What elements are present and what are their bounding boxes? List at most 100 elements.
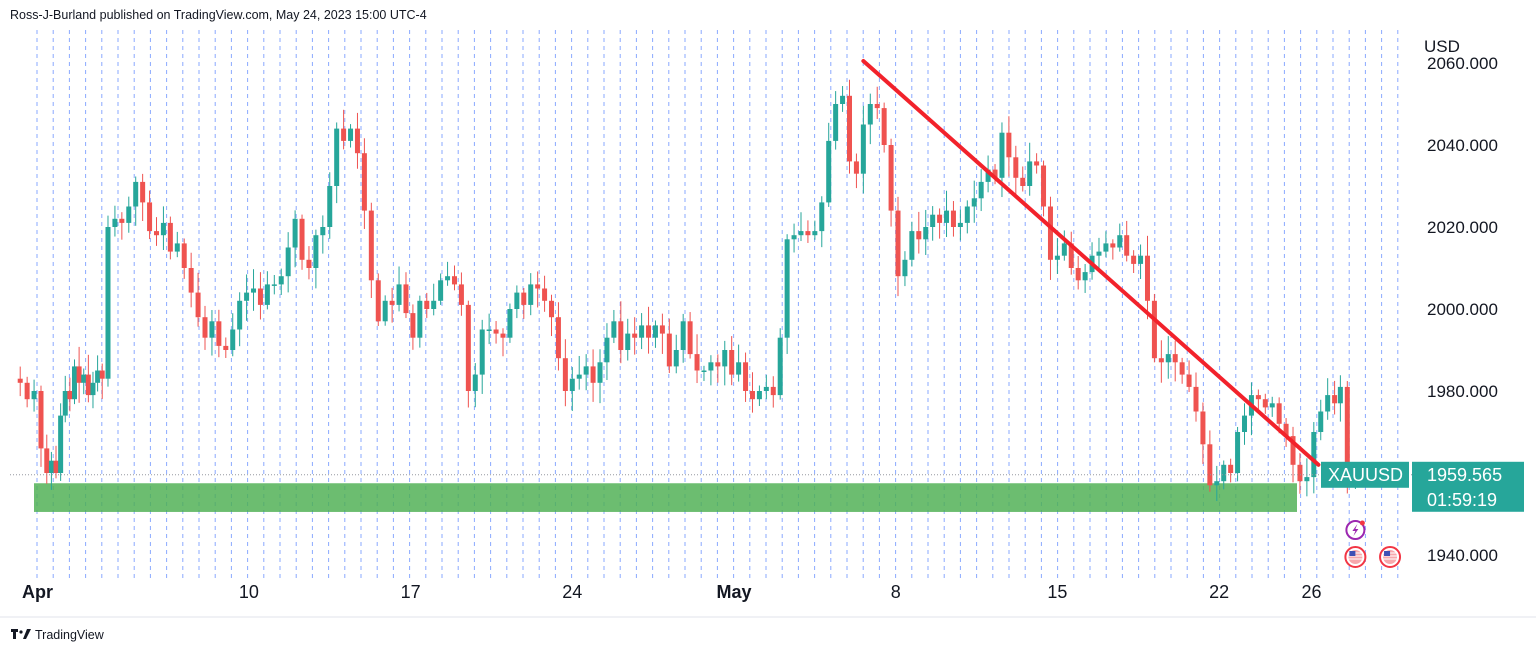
candle: [167, 216, 173, 260]
candle: [368, 202, 374, 299]
candle-body: [140, 181, 146, 203]
candle-body: [1103, 243, 1109, 252]
x-tick-label: 10: [239, 582, 259, 602]
symbol-label-box: [1321, 461, 1409, 488]
candle-body: [431, 300, 437, 309]
candle: [944, 190, 950, 237]
candle-body: [1276, 403, 1282, 424]
candle: [1242, 403, 1248, 445]
candle: [431, 283, 437, 316]
candle-body: [680, 321, 686, 350]
candle: [375, 273, 381, 327]
candle-body: [590, 366, 596, 383]
candle-body: [244, 292, 250, 301]
candle-body: [853, 161, 859, 174]
candle: [76, 346, 82, 403]
candle-body: [1068, 243, 1074, 268]
candle-body: [881, 108, 887, 145]
candle-body: [1283, 423, 1289, 437]
candle: [126, 196, 132, 233]
candle: [44, 434, 50, 484]
candle-body: [1165, 354, 1171, 363]
price-axis[interactable]: USD 2060.000 2040.000 2020.000 2000.000 1980…: [1424, 37, 1498, 565]
candle: [950, 201, 956, 237]
candle: [729, 336, 735, 386]
candle: [777, 328, 783, 400]
candle-body: [666, 333, 672, 367]
candle-body: [618, 321, 624, 350]
candle: [1297, 453, 1303, 494]
candle: [895, 196, 901, 297]
candle: [1186, 360, 1192, 393]
candle-body: [209, 321, 215, 338]
candle-body: [334, 128, 340, 186]
candle-body: [964, 206, 970, 223]
candle: [382, 295, 388, 326]
candle: [278, 268, 284, 295]
candle-body: [76, 366, 82, 383]
candle: [31, 379, 37, 412]
candle-body: [341, 128, 347, 141]
candle: [1103, 231, 1109, 258]
us-flag-event-icon-future[interactable]: [1379, 546, 1402, 568]
candle-body: [271, 284, 277, 286]
candle: [1337, 375, 1343, 422]
candle-body: [736, 362, 742, 375]
us-flag-event-icon[interactable]: [1344, 546, 1367, 568]
symbol-price-tag: XAUUSD 1959.565 01:59:19: [1321, 461, 1524, 512]
candle-body: [1269, 403, 1275, 408]
candle: [410, 304, 416, 350]
candle-body: [154, 231, 159, 236]
time-axis[interactable]: Apr 10 17 24 May 8 15 22 26: [22, 582, 1322, 602]
candle: [687, 312, 693, 359]
candle-body: [652, 325, 658, 338]
candle: [24, 376, 30, 408]
candle-body: [659, 325, 665, 334]
candle-body: [167, 222, 173, 252]
x-tick-label: 26: [1301, 582, 1321, 602]
candle-body: [71, 366, 77, 400]
candle-body: [874, 104, 880, 109]
candle: [902, 251, 908, 287]
candle: [1269, 396, 1275, 417]
candle-body: [708, 362, 714, 371]
lightning-event-icon[interactable]: [1345, 520, 1366, 540]
candle: [417, 295, 423, 348]
candle: [1255, 389, 1261, 410]
last-price-label: 1959.565: [1427, 465, 1502, 485]
candle: [847, 79, 852, 174]
candle-body: [67, 391, 73, 400]
candle-body: [895, 210, 901, 277]
candle: [528, 273, 534, 316]
x-tick-label: May: [716, 582, 751, 602]
candle-body: [320, 227, 326, 236]
candle-body: [722, 350, 728, 367]
candle-body: [999, 132, 1005, 178]
candle: [445, 261, 451, 286]
candle: [542, 275, 548, 312]
candle-body: [507, 309, 513, 338]
candle-body: [1131, 255, 1137, 264]
candle: [479, 319, 485, 394]
economic-events[interactable]: [1344, 520, 1402, 568]
candle-body: [327, 186, 333, 227]
candle-body: [24, 382, 30, 400]
y-tick-label: 2060.000: [1427, 54, 1498, 73]
candle-body: [791, 235, 797, 240]
candle: [652, 320, 658, 348]
y-tick-label: 2020.000: [1427, 218, 1498, 237]
candle-body: [396, 284, 402, 305]
candle-body: [1172, 354, 1178, 363]
candle-body: [923, 227, 929, 240]
candle: [957, 209, 963, 241]
candle-body: [1054, 255, 1060, 260]
candle: [937, 208, 943, 239]
bar-countdown-label: 01:59:19: [1427, 490, 1497, 510]
candle-body: [216, 321, 222, 346]
resistance-trendline[interactable]: [861, 58, 1321, 467]
candle-body: [930, 214, 936, 227]
candle: [535, 271, 541, 308]
candle-body: [1193, 386, 1199, 412]
y-tick-label: 1940.000: [1427, 546, 1498, 565]
